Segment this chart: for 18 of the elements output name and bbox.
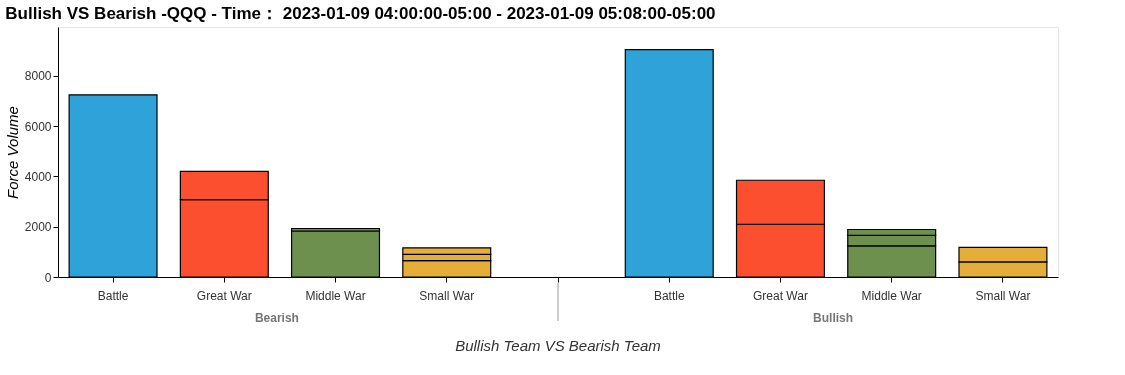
x-tick-label: Great War — [753, 288, 808, 303]
x-tick-label: Battle — [653, 288, 685, 303]
text: Bullish — [813, 311, 854, 325]
chart-title: Bullish VS Bearish -QQQ - Time： 2023-01-09 04:00:00-05:00 - 2023-01-09 05:08:00-05:00 — [5, 4, 716, 23]
y-tick-label: 4000 — [24, 170, 52, 184]
x-tick-label: Battle — [97, 288, 129, 303]
x-tick-label: Small War — [419, 288, 475, 303]
x-axis-title: Bullish Team VS Bearish Team — [455, 337, 661, 354]
x-tick-label: Great War — [196, 288, 252, 303]
x-tick-label: Middle War — [861, 288, 922, 303]
y-tick-label: 6000 — [24, 119, 52, 134]
y-tick-label: 8000 — [24, 69, 52, 84]
y-tick-label: 0 — [44, 270, 52, 285]
y-axis-title: Force Volume — [3, 106, 21, 199]
x-tick-label: Small War — [975, 288, 1031, 303]
y-tick-label: 2000 — [24, 220, 52, 235]
text: Bearish — [254, 311, 299, 325]
x-tick-label: Middle War — [305, 288, 366, 303]
